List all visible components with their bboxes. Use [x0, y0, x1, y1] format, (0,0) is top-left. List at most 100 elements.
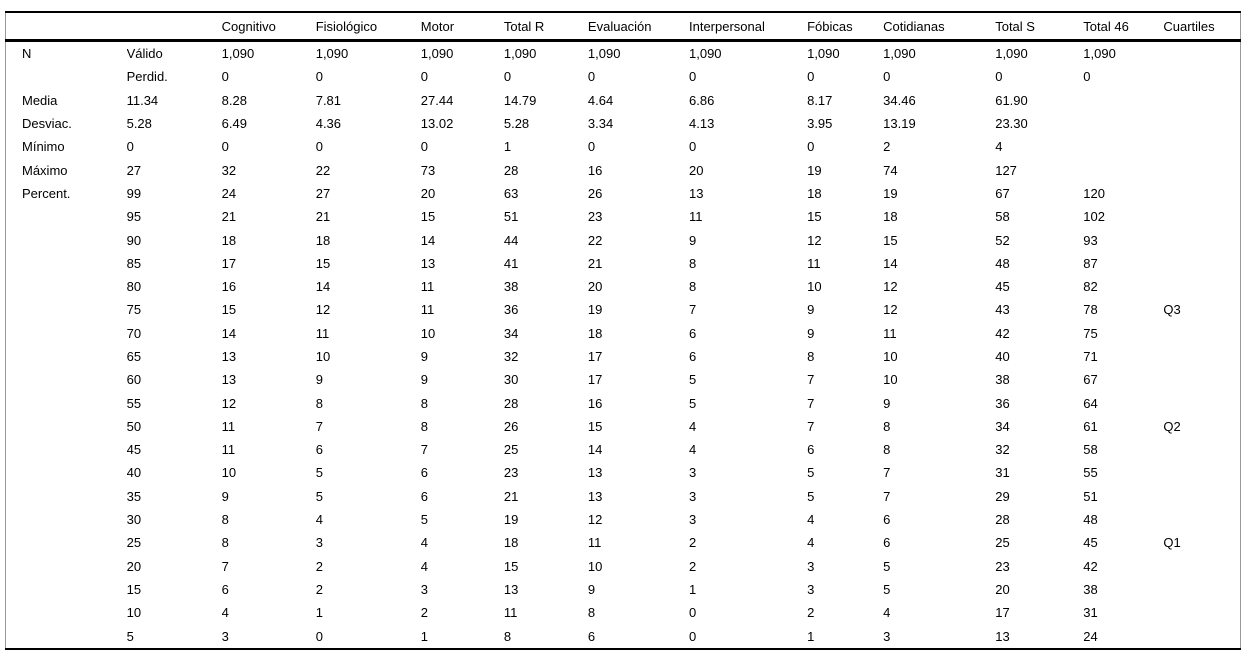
- value-cell: 1,090: [587, 46, 621, 62]
- value-cell: 1: [420, 628, 429, 644]
- row-sublabel-cell: 40: [126, 465, 142, 481]
- value-cell: 10: [315, 349, 331, 364]
- row-sublabel-cell: 60: [126, 372, 142, 388]
- row-sublabel-cell: 15: [126, 581, 142, 597]
- value-cell: 8: [587, 605, 596, 621]
- column-header-cognitivo: Cognitivo: [221, 12, 316, 42]
- table-row: 60 13 9 9 30 17 5 7 10 38 67: [6, 368, 1241, 391]
- value-cell: 13: [420, 255, 436, 271]
- value-cell: 7: [315, 418, 323, 434]
- column-header-evaluacion: Evaluación: [587, 12, 689, 42]
- table-row: 20 7 2 4 15 10 2 3 5 23 42: [6, 555, 1241, 578]
- value-cell: [1083, 135, 1163, 158]
- value-cell: 22: [587, 232, 603, 248]
- value-cell: 3: [689, 488, 697, 504]
- value-cell: 0: [807, 69, 815, 85]
- value-cell: 8.17: [807, 92, 833, 108]
- row-label-cell: [6, 485, 127, 508]
- quartile-cell: [1163, 508, 1240, 531]
- value-cell: 17: [221, 255, 237, 271]
- value-cell: 36: [503, 302, 519, 318]
- value-cell: 8: [221, 512, 229, 528]
- value-cell: 55: [1083, 465, 1098, 481]
- value-cell: 11: [689, 209, 703, 225]
- value-cell: 4: [689, 418, 697, 434]
- value-cell: 15: [587, 418, 603, 434]
- value-cell: 29: [995, 488, 1010, 504]
- value-cell: 51: [503, 209, 519, 225]
- value-cell: 41: [503, 255, 519, 271]
- quartile-cell: Q2: [1163, 418, 1181, 434]
- value-cell: 3: [807, 581, 815, 597]
- value-cell: 17: [587, 349, 603, 364]
- row-label-cell: Media: [22, 92, 58, 108]
- value-cell: 5: [315, 488, 323, 504]
- value-cell: 10: [807, 279, 822, 295]
- value-cell: 28: [503, 162, 519, 178]
- value-cell: 9: [221, 488, 229, 504]
- value-cell: 1,090: [807, 46, 840, 62]
- quartile-cell: [1163, 461, 1240, 484]
- row-sublabel-cell: Válido: [126, 46, 163, 62]
- table-row: 90 18 18 14 44 22 9 12 15 52 93: [6, 228, 1241, 251]
- value-cell: 8: [420, 418, 429, 434]
- value-cell: 2: [689, 558, 697, 574]
- value-cell: 34.46: [883, 92, 916, 108]
- value-cell: 10: [587, 558, 603, 574]
- table-row: Media 11.34 8.28 7.81 27.44 14.79 4.64 6.86 8.17…: [6, 89, 1241, 112]
- value-cell: 1,090: [315, 46, 349, 62]
- row-sublabel-cell: 55: [126, 395, 142, 411]
- column-header-total-46: Total 46: [1083, 12, 1164, 42]
- value-cell: 0: [315, 69, 323, 85]
- value-cell: 12: [883, 279, 898, 295]
- quartile-cell: [1163, 578, 1240, 601]
- row-label-cell: [6, 322, 127, 345]
- value-cell: 67: [1083, 372, 1098, 388]
- row-label-cell: [6, 205, 127, 228]
- value-cell: [1083, 158, 1163, 181]
- value-cell: 18: [503, 535, 519, 551]
- value-cell: 11: [420, 279, 435, 295]
- value-cell: 6: [420, 488, 429, 504]
- value-cell: 1: [503, 139, 512, 155]
- row-sublabel-cell: 5.28: [126, 116, 152, 132]
- table-row: 80 16 14 11 38 20 8 10 12 45 82: [6, 275, 1241, 298]
- row-sublabel-cell: 45: [126, 442, 142, 458]
- value-cell: 6: [221, 581, 229, 597]
- row-label-cell: N: [22, 46, 32, 62]
- value-cell: 4: [689, 442, 697, 458]
- value-cell: 1: [315, 605, 323, 621]
- value-cell: 9: [420, 349, 429, 364]
- quartile-cell: [1163, 228, 1240, 251]
- value-cell: 63: [503, 185, 519, 201]
- quartile-cell: [1163, 158, 1240, 181]
- table-row: 35 9 5 6 21 13 3 5 7 29 51: [6, 485, 1241, 508]
- value-cell: 0: [689, 139, 697, 155]
- column-header-cotidianas: Cotidianas: [883, 12, 996, 42]
- value-cell: 38: [1083, 581, 1098, 597]
- row-label-cell: [6, 415, 127, 438]
- value-cell: 0: [420, 139, 429, 155]
- table-row: 10 4 1 2 11 8 0 2 4 17 31: [6, 601, 1241, 624]
- value-cell: 1,090: [883, 46, 916, 62]
- quartile-cell: [1163, 438, 1240, 461]
- value-cell: 3: [883, 628, 891, 644]
- value-cell: 0: [883, 69, 891, 85]
- value-cell: 19: [807, 162, 822, 178]
- value-cell: 9: [883, 395, 891, 411]
- table-row: 25 8 3 4 18 11 2 4 6 25 45 Q1: [6, 531, 1241, 554]
- value-cell: 5: [420, 512, 429, 528]
- value-cell: 18: [221, 232, 237, 248]
- value-cell: 15: [807, 209, 822, 225]
- value-cell: 4.36: [315, 116, 342, 132]
- value-cell: 17: [587, 372, 603, 388]
- value-cell: 1,090: [995, 46, 1028, 62]
- table-row: 95 21 21 15 51 23 11 15 18 58 102: [6, 205, 1241, 228]
- value-cell: 0: [807, 139, 815, 155]
- quartile-cell: [1163, 89, 1240, 112]
- value-cell: 75: [1083, 325, 1098, 341]
- value-cell: 26: [503, 418, 519, 434]
- value-cell: 12: [315, 302, 331, 318]
- row-sublabel-cell: 90: [126, 232, 142, 248]
- value-cell: 8: [807, 349, 815, 364]
